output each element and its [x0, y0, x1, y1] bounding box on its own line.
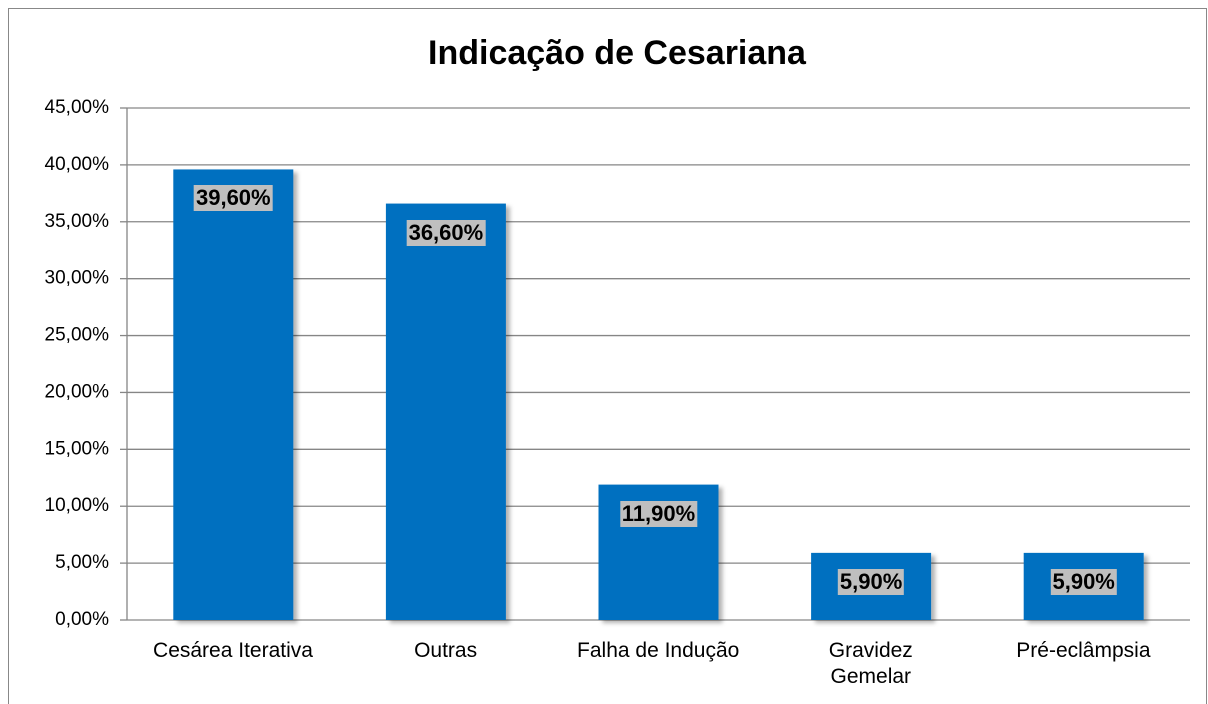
y-tick-label: 35,00% — [45, 211, 110, 232]
y-tick-label: 15,00% — [45, 438, 110, 459]
y-tick-label: 45,00% — [45, 97, 110, 118]
data-label: 5,90% — [837, 568, 905, 595]
x-tick-label: Gravidez Gemelar — [828, 639, 913, 688]
chart-title: Indicação de Cesariana — [428, 34, 807, 72]
y-tick-label: 30,00% — [45, 268, 110, 289]
data-label: 39,60% — [193, 185, 273, 212]
x-tick-label: Cesárea Iterativa — [153, 639, 313, 662]
x-tick-label: Pré-eclâmpsia — [1016, 639, 1151, 662]
data-label: 11,90% — [619, 500, 698, 527]
data-label: 5,90% — [1050, 568, 1117, 595]
y-tick-label: 0,00% — [55, 609, 109, 630]
x-tick-label: Falha de Indução — [577, 639, 740, 662]
y-tick-label: 10,00% — [45, 495, 110, 516]
bar — [385, 203, 506, 620]
y-tick-label: 20,00% — [45, 381, 110, 402]
x-tick-label: Outras — [414, 639, 478, 662]
y-tick-label: 25,00% — [45, 325, 110, 346]
bar — [173, 169, 294, 620]
data-label: 36,60% — [406, 219, 486, 246]
y-tick-label: 5,00% — [55, 552, 109, 573]
y-tick-label: 40,00% — [45, 154, 110, 175]
